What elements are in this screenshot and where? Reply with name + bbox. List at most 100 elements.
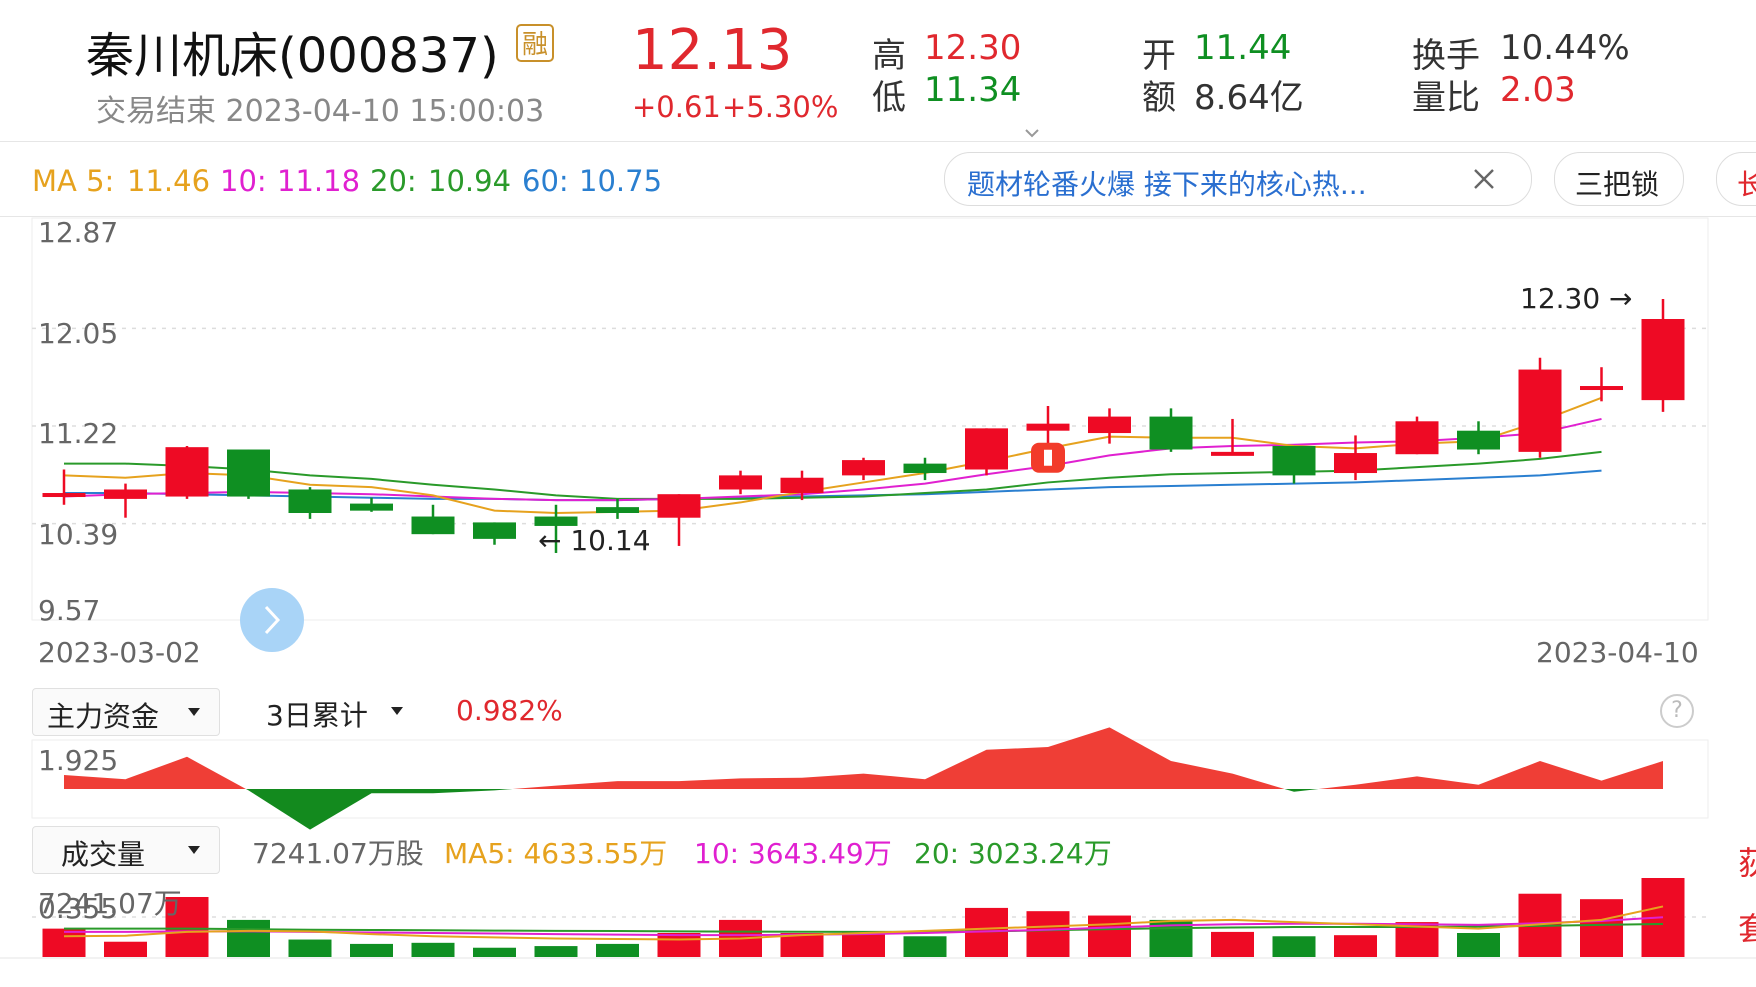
- y-tick-label: 10.39: [38, 518, 119, 551]
- candle-body: [227, 449, 270, 497]
- ma60-label: 60:: [522, 164, 569, 198]
- capital-area: [310, 789, 372, 830]
- current-price: 12.13: [632, 18, 793, 83]
- tag-pill-text: 三把锁: [1575, 168, 1660, 201]
- expand-chevron-icon[interactable]: [1024, 128, 1040, 138]
- high-label: 高: [872, 36, 906, 76]
- volume-ma5-line: [63, 905, 1664, 941]
- low-value: 11.34: [924, 70, 1022, 110]
- volume-bar: [1211, 931, 1254, 957]
- min-price-annotation: ← 10.14: [538, 524, 651, 557]
- capital-area: [512, 785, 556, 789]
- capital-area: [248, 789, 310, 830]
- news-pill[interactable]: 题材轮番火爆 接下来的核心热...: [944, 152, 1532, 206]
- period-dropdown[interactable]: 3日累计: [262, 688, 412, 736]
- capital-area: [1417, 776, 1479, 789]
- candle-body: [1026, 423, 1070, 431]
- candle-body: [534, 516, 578, 526]
- max-price-annotation: 12.30 →: [1520, 282, 1633, 315]
- capital-area: [1294, 789, 1319, 792]
- volume-bar: [1272, 936, 1316, 957]
- capital-tick-label: 1.925: [38, 744, 119, 777]
- volume-bar: [411, 942, 455, 957]
- turnover-value: 10.44%: [1500, 28, 1630, 68]
- capital-area: [1232, 773, 1285, 789]
- caret-down-icon: [188, 708, 200, 716]
- candle-body: [165, 447, 209, 497]
- open-label: 开: [1142, 36, 1176, 76]
- ma5-label: MA 5:: [32, 164, 115, 198]
- capital-area: [125, 756, 187, 789]
- candle-body: [473, 522, 516, 539]
- capital-area: [986, 747, 1048, 789]
- capital-area: [245, 789, 249, 791]
- candle-body: [780, 477, 824, 494]
- kline-frame: [31, 217, 1709, 621]
- volume-ma20-line: [64, 923, 1664, 933]
- news-pill-text: 题材轮番火爆 接下来的核心热...: [967, 168, 1367, 201]
- candle-body: [1518, 369, 1562, 452]
- tag-pill[interactable]: 三把锁: [1554, 152, 1684, 206]
- candle-body: [1580, 386, 1623, 391]
- volume-bar: [1457, 932, 1500, 957]
- capital-area: [1109, 727, 1171, 789]
- capital-area: [1318, 784, 1356, 789]
- capital-dropdown[interactable]: 主力资金: [32, 688, 220, 736]
- volume-bar: [350, 943, 393, 957]
- close-icon[interactable]: [1473, 168, 1495, 190]
- date-start: 2023-03-02: [38, 636, 201, 669]
- capital-area: [64, 775, 126, 789]
- ma5-line: [63, 396, 1602, 515]
- ma60-value: 10.75: [579, 164, 663, 198]
- right-edge-text: 套: [1738, 910, 1756, 948]
- volume-bar: [903, 936, 947, 957]
- volume-bar: [288, 939, 332, 957]
- volume-bar: [1334, 935, 1377, 957]
- volume-tick-label: 7241.07万: [38, 887, 182, 920]
- ma20-label: 20:: [370, 164, 417, 198]
- volume-bar: [227, 919, 270, 957]
- low-label: 低: [872, 78, 906, 118]
- candle-body: [1641, 319, 1685, 401]
- candle-body: [965, 428, 1008, 470]
- capital-area: [863, 773, 925, 789]
- volume-total: 7241.07万股: [252, 837, 424, 870]
- capital-area: [556, 781, 618, 789]
- candle-body: [350, 503, 393, 511]
- volume-ma5: MA5: 4633.55万: [444, 837, 668, 870]
- period-dropdown-label: 3日累计: [266, 699, 368, 732]
- capital-frame: [31, 739, 1709, 819]
- capital-area: [433, 789, 495, 794]
- capital-value: 0.982%: [456, 694, 563, 727]
- capital-area: [617, 781, 679, 789]
- capital-area: [925, 749, 987, 789]
- event-marker-glyph: [1044, 449, 1052, 466]
- capital-area: [1171, 761, 1233, 789]
- next-arrow-button[interactable]: [240, 588, 304, 652]
- capital-area: [1355, 776, 1417, 789]
- edge-pill-text: 长: [1737, 168, 1756, 201]
- candle-body: [1334, 453, 1377, 474]
- candle-body: [657, 494, 701, 518]
- y-tick-label: 12.87: [38, 216, 119, 249]
- candle-body: [903, 463, 947, 474]
- open-value: 11.44: [1194, 28, 1292, 68]
- help-icon[interactable]: ?: [1660, 694, 1694, 728]
- capital-area: [187, 756, 246, 789]
- right-edge-text: 荻: [1738, 844, 1756, 882]
- chevron-right-icon: [264, 605, 281, 635]
- capital-area: [1601, 761, 1663, 789]
- volume-dropdown[interactable]: 成交量: [32, 826, 220, 874]
- volume-bar: [780, 932, 824, 957]
- candle-body: [1088, 416, 1131, 434]
- volume-bar: [534, 946, 578, 957]
- volume-bar: [104, 941, 147, 957]
- capital-area: [1540, 761, 1602, 789]
- edge-pill[interactable]: 长: [1716, 152, 1756, 206]
- candle-body: [719, 475, 762, 490]
- capital-area: [371, 789, 433, 794]
- volume-ma20: 20: 3023.24万: [914, 837, 1112, 870]
- margin-badge[interactable]: 融: [516, 24, 554, 62]
- volume-bar: [473, 947, 516, 957]
